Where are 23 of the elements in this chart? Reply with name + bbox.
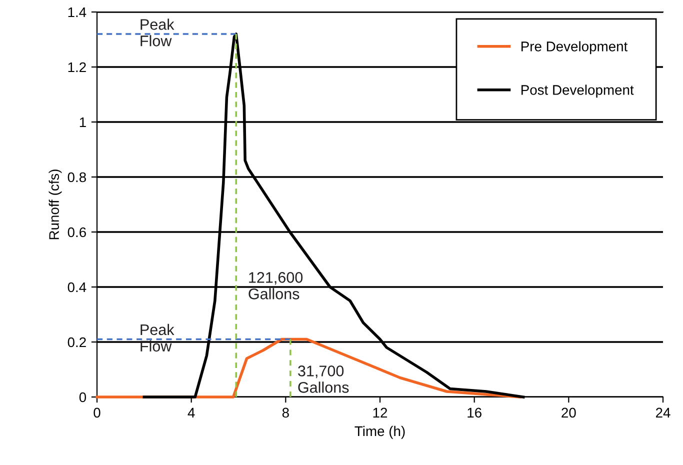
y-tick-label: 0.8 bbox=[68, 172, 86, 182]
y-tick-label: 0 bbox=[79, 392, 86, 402]
x-tick-label: 12 bbox=[373, 408, 388, 418]
y-tick-label: 1 bbox=[80, 117, 86, 128]
x-tick-label: 0 bbox=[94, 408, 100, 418]
y-tick-label: 1.2 bbox=[68, 62, 86, 72]
x-tick-label: 20 bbox=[562, 408, 576, 418]
y-tick-label: 0.4 bbox=[68, 282, 86, 292]
annotation: Peak Flow bbox=[140, 18, 174, 46]
x-tick-label: 24 bbox=[656, 408, 670, 418]
legend-label: Pre Development bbox=[521, 41, 628, 54]
y-tick-label: 1.4 bbox=[68, 7, 86, 18]
y-axis-title: Runoff (cfs) bbox=[48, 170, 62, 240]
x-tick-label: 4 bbox=[188, 408, 195, 418]
annotation: 31,700 Gallons bbox=[298, 366, 349, 393]
annotation: Peak Flow bbox=[140, 324, 174, 352]
x-axis-title: Time (h) bbox=[354, 426, 405, 439]
annotation: 121,600 Gallons bbox=[248, 272, 303, 300]
x-tick-label: 8 bbox=[282, 408, 289, 418]
legend-label: Post Development bbox=[521, 84, 634, 98]
y-tick-label: 0.2 bbox=[68, 337, 86, 348]
y-tick-label: 0.6 bbox=[68, 227, 86, 238]
x-tick-label: 16 bbox=[468, 408, 482, 418]
